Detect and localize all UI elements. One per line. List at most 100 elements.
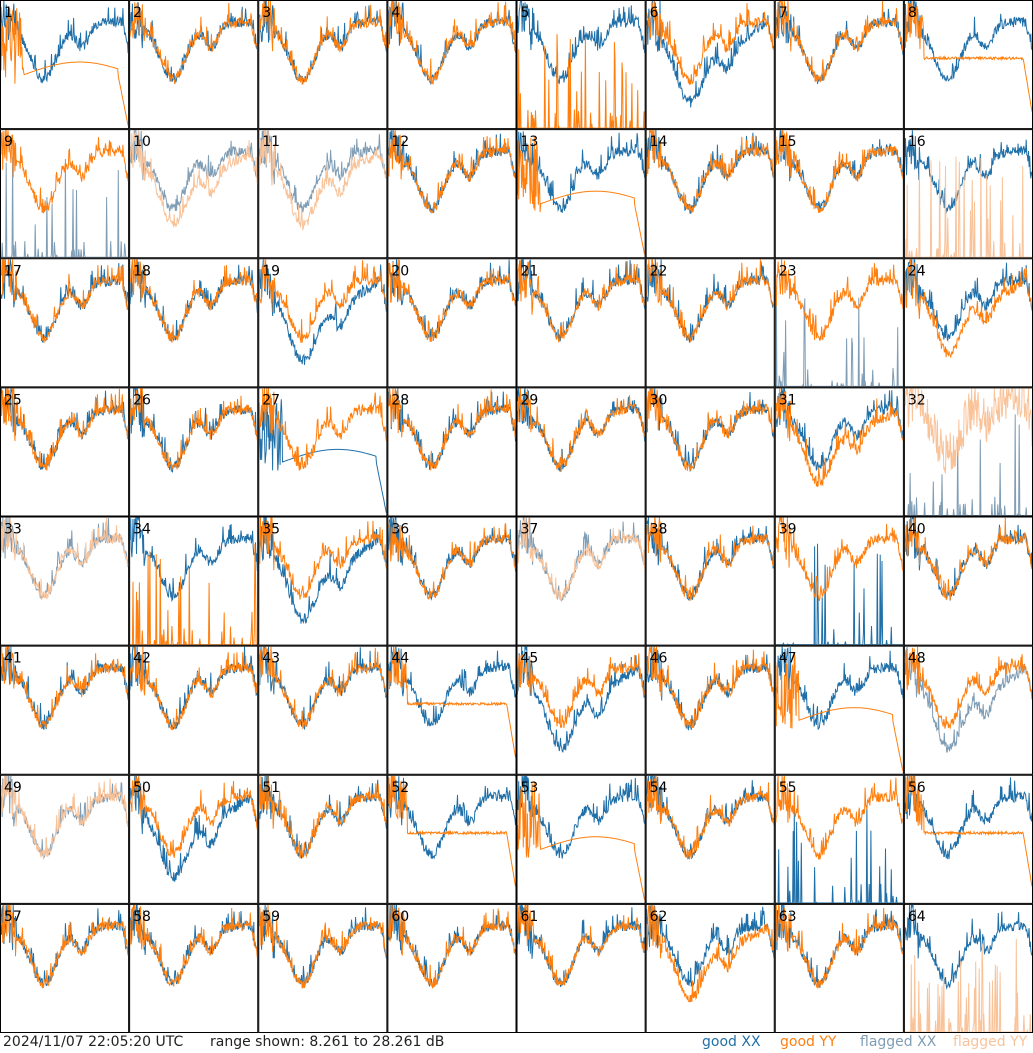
series-yy-line	[259, 517, 387, 600]
series-yy-line	[1, 775, 129, 860]
panel-31: 31	[774, 387, 904, 517]
series-yy-line	[1, 130, 129, 214]
series-yy-line	[646, 259, 774, 343]
panel-label: 17	[4, 263, 22, 279]
panel-label: 13	[521, 134, 539, 150]
panel-12: 12	[387, 129, 517, 259]
panel-frame	[129, 516, 259, 646]
series-yy-line	[130, 544, 258, 645]
panel-21: 21	[516, 258, 646, 388]
series-xx-line	[259, 517, 387, 625]
series-xx-line	[775, 543, 903, 645]
series-yy-line	[130, 388, 258, 470]
panel-49: 49	[0, 774, 130, 904]
panel-label: 4	[391, 5, 400, 21]
series-xx-line	[259, 1, 387, 85]
panel-frame	[0, 903, 130, 1033]
panel-frame	[258, 516, 388, 646]
panel-43: 43	[258, 645, 388, 775]
panel-47: 47	[774, 645, 904, 775]
panel-frame	[0, 258, 130, 388]
panel-57: 57	[0, 903, 130, 1033]
series-yy-line	[517, 388, 645, 472]
panel-label: 26	[133, 392, 151, 408]
panel-frame	[258, 774, 388, 904]
panel-label: 51	[262, 780, 280, 796]
series-yy-line	[904, 646, 1032, 730]
panel-frame	[258, 0, 388, 130]
panel-label: 48	[908, 651, 926, 667]
panel-44: 44	[387, 645, 517, 775]
panel-41: 41	[0, 645, 130, 775]
panel-frame	[516, 258, 646, 388]
panel-frame	[774, 774, 904, 904]
series-yy-line	[1, 8, 129, 126]
panel-label: 55	[779, 780, 797, 796]
panel-frame	[645, 0, 775, 130]
panel-frame	[645, 903, 775, 1033]
panel-13: 13	[516, 129, 646, 259]
panel-frame	[516, 516, 646, 646]
panel-frame	[387, 645, 517, 775]
panel-frame	[0, 0, 130, 130]
series-xx-line	[259, 259, 387, 365]
series-yy-line	[904, 259, 1032, 359]
panel-frame	[258, 258, 388, 388]
series-yy-line	[775, 259, 903, 341]
panel-frame	[645, 258, 775, 388]
series-yy-line	[517, 34, 645, 129]
panel-label: 12	[391, 134, 409, 150]
series-yy-line	[1, 517, 129, 601]
panel-label: 41	[4, 651, 22, 667]
series-xx-line	[1, 1, 129, 84]
panel-label: 64	[908, 909, 926, 925]
series-yy-line	[388, 775, 516, 887]
series-xx-line	[904, 414, 1032, 516]
panel-40: 40	[903, 516, 1033, 646]
panel-53: 53	[516, 774, 646, 904]
panel-32: 32	[903, 387, 1033, 517]
panel-frame	[903, 0, 1033, 130]
panel-59: 59	[258, 903, 388, 1033]
panel-label: 15	[779, 134, 797, 150]
series-yy-line	[904, 388, 1032, 474]
series-yy-line	[775, 904, 903, 989]
series-xx-line	[130, 517, 258, 603]
panel-frame	[0, 774, 130, 904]
panel-56: 56	[903, 774, 1033, 904]
series-yy-line	[775, 1, 903, 83]
panel-frame	[129, 903, 259, 1033]
panel-label: 8	[908, 5, 917, 21]
panel-label: 60	[391, 909, 409, 925]
series-yy-line	[388, 904, 516, 989]
panel-58: 58	[129, 903, 259, 1033]
series-yy-line	[130, 2, 258, 85]
series-xx-line	[130, 904, 258, 986]
panel-frame	[0, 645, 130, 775]
series-xx-line	[904, 1, 1032, 82]
panel-11: 11	[258, 129, 388, 259]
panel-frame	[774, 387, 904, 517]
series-yy-line	[904, 1, 1032, 112]
series-xx-line	[904, 775, 1032, 860]
series-xx-line	[904, 646, 1032, 753]
panel-frame	[258, 903, 388, 1033]
series-xx-line	[388, 646, 516, 727]
panel-36: 36	[387, 516, 517, 646]
panel-frame	[0, 516, 130, 646]
panel-label: 32	[908, 392, 926, 408]
series-xx-line	[646, 259, 774, 343]
legend-good-xx: good XX	[702, 1034, 761, 1050]
panel-label: 21	[521, 263, 539, 279]
panel-label: 9	[4, 134, 13, 150]
panel-label: 3	[262, 5, 271, 21]
series-yy-line	[775, 388, 903, 488]
series-yy-line	[646, 775, 774, 860]
series-xx-line	[904, 130, 1032, 214]
panel-label: 37	[521, 522, 539, 538]
panel-51: 51	[258, 774, 388, 904]
panel-55: 55	[774, 774, 904, 904]
panel-label: 63	[779, 909, 797, 925]
panel-frame	[258, 129, 388, 259]
